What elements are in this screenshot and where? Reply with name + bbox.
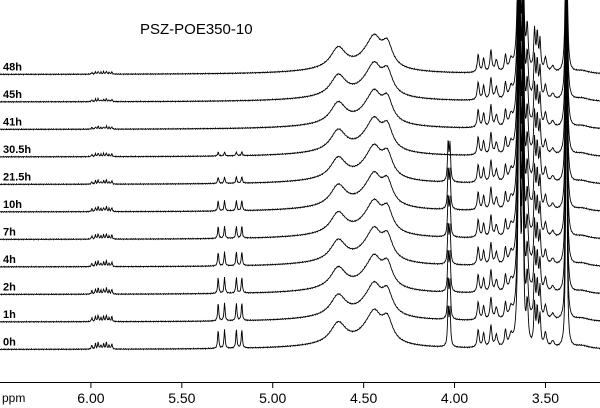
series-label: 0h — [3, 337, 16, 349]
series-label: 4h — [3, 254, 16, 266]
x-tick-label: 5.50 — [168, 390, 195, 406]
x-tick-label: 3.50 — [532, 390, 559, 406]
spectra-group — [0, 0, 600, 351]
spectrum-line-45h — [0, 0, 600, 104]
spectrum-line-2h — [0, 0, 600, 296]
x-axis-unit-label: ppm — [2, 391, 25, 405]
series-label: 30.5h — [3, 144, 31, 156]
series-label: 41h — [3, 117, 22, 129]
x-tick-label: 6.00 — [77, 390, 104, 406]
spectrum-line-48h — [0, 0, 600, 76]
x-tick-label: 4.50 — [350, 390, 377, 406]
chart-title: PSZ-POE350-10 — [140, 21, 253, 38]
x-tick-label: 5.00 — [259, 390, 286, 406]
spectrum-line-7h — [0, 0, 600, 241]
spectrum-line-21-5h — [0, 0, 600, 186]
spectrum-line-4h — [0, 0, 600, 269]
series-label: 2h — [3, 282, 16, 294]
series-label: 10h — [3, 199, 22, 211]
spectrum-line-1h — [0, 10, 600, 324]
spectrum-line-10h — [0, 0, 600, 214]
x-axis-ticks-group: 6.00 5.50 5.00 4.50 4.00 3.50 — [77, 382, 559, 406]
series-label: 1h — [3, 309, 16, 321]
spectrum-line-0h — [0, 38, 600, 351]
series-label: 48h — [3, 62, 22, 74]
series-label: 21.5h — [3, 172, 31, 184]
series-label: 45h — [3, 89, 22, 101]
series-labels-group: 48h 45h 41h 30.5h 21.5h 10h 7h 4h 2h 1h 0h — [3, 62, 31, 349]
spectrum-line-41h — [0, 0, 600, 131]
series-label: 7h — [3, 227, 16, 239]
spectrum-line-30-5h — [0, 0, 600, 159]
x-tick-label: 4.00 — [441, 390, 468, 406]
